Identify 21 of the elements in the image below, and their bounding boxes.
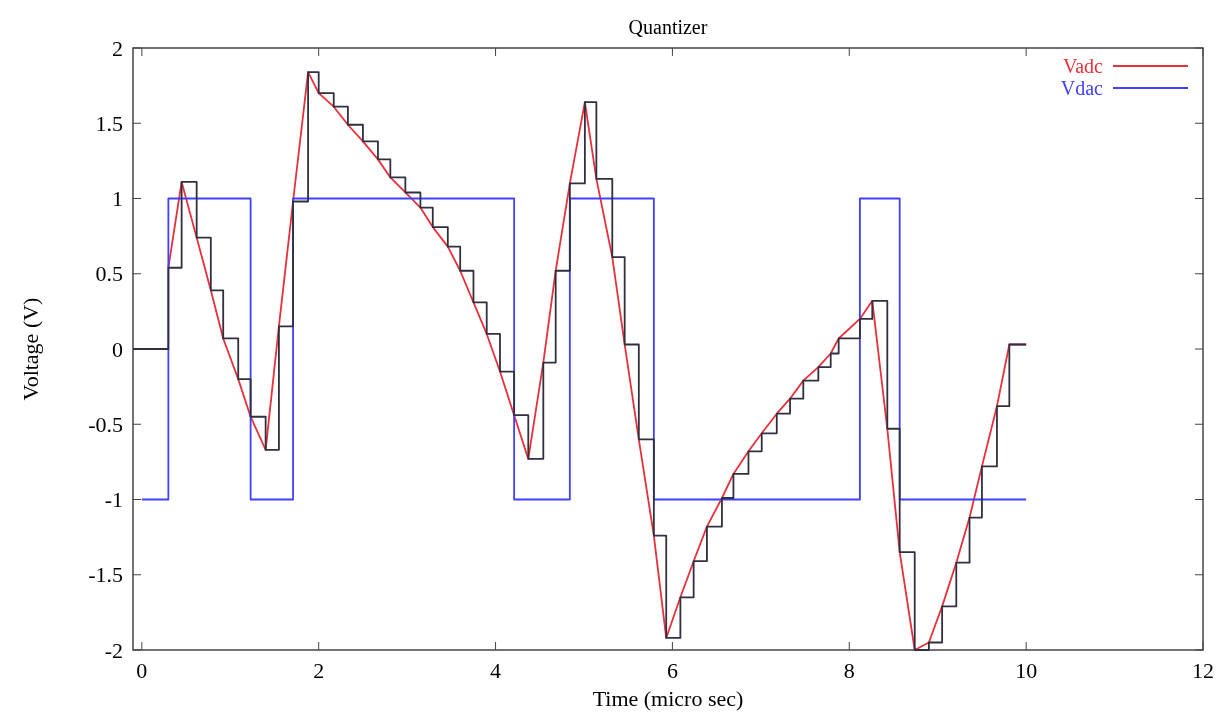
legend-label: Vdac xyxy=(1060,77,1104,99)
y-tick-label: 0.5 xyxy=(95,261,123,287)
y-tick-label: 1 xyxy=(112,186,123,212)
x-tick-label: 12 xyxy=(1192,658,1214,683)
y-tick-label: -2 xyxy=(104,637,123,663)
x-tick-label: 10 xyxy=(1015,658,1038,683)
chart-title: Quantizer xyxy=(628,16,708,38)
x-tick-label: 0 xyxy=(136,658,148,683)
y-tick-label: -0.5 xyxy=(88,411,123,437)
x-tick-label: 8 xyxy=(843,658,855,683)
y-axis-title: Voltage (V) xyxy=(18,297,43,401)
y-tick-label: 1.5 xyxy=(95,110,123,136)
x-axis-title: Time (micro sec) xyxy=(592,686,744,711)
legend-label: Vadc xyxy=(1063,55,1104,77)
x-tick-label: 2 xyxy=(313,658,325,683)
x-tick-label: 4 xyxy=(490,658,502,683)
y-tick-label: 2 xyxy=(112,35,123,61)
y-tick-label: -1.5 xyxy=(88,562,123,588)
y-tick-label: 0 xyxy=(112,336,123,362)
x-tick-label: 6 xyxy=(666,658,678,683)
y-tick-label: -1 xyxy=(104,487,123,513)
